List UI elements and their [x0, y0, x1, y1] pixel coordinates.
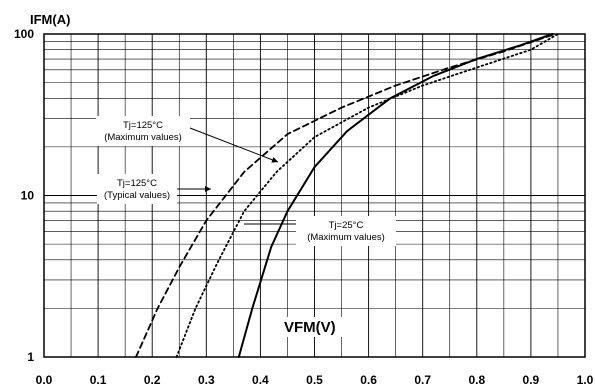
- annotation-line2: (Maximum values): [104, 132, 182, 143]
- series-line-dotted: [175, 33, 559, 358]
- annotation-line2: (Maximum values): [307, 232, 385, 243]
- x-tick-label: 0.9: [523, 373, 540, 387]
- y-axis-label: IFM(A): [30, 12, 70, 27]
- y-tick-label: 1: [27, 350, 34, 364]
- series-layer: [135, 33, 559, 358]
- x-axis-label-background: [280, 317, 346, 337]
- x-tick-label: 0.7: [414, 373, 431, 387]
- annotation-box: [296, 216, 396, 246]
- series-line-solid: [237, 33, 554, 358]
- annotation-line1: Tj=125°C: [117, 178, 157, 189]
- x-tick-label: 0.5: [306, 373, 323, 387]
- x-axis-label: VFM(V): [284, 319, 336, 336]
- x-tick-label: 0.8: [468, 373, 485, 387]
- annotation-line1: Tj=25°C: [329, 220, 364, 231]
- annotation-arrowhead: [205, 186, 211, 192]
- annotation-line2: (Typical values): [104, 190, 170, 201]
- x-tick-label: 0.6: [360, 373, 377, 387]
- x-tick-label: 1.0: [577, 373, 594, 387]
- x-tick-label: 0.3: [198, 373, 215, 387]
- annotation-box: [97, 174, 177, 204]
- x-tick-label: 0.0: [36, 373, 53, 387]
- y-tick-label: 100: [14, 27, 34, 41]
- annotation-line1: Tj=125°C: [123, 120, 163, 131]
- y-tick-label: 10: [21, 189, 35, 203]
- annotation-leader: [189, 127, 279, 163]
- tick-labels: 0.0 0.1 0.2 0.3 0.4 0.5 0.6 0.7 0.8 0.9 1.0 1 10 100: [14, 27, 594, 387]
- x-tick-label: 0.4: [252, 373, 269, 387]
- annotation-box: [96, 116, 190, 146]
- annotation-arrowhead: [271, 157, 278, 163]
- plot-area-frame: [43, 33, 586, 358]
- x-tick-label: 0.1: [90, 373, 107, 387]
- annotations-layer: Tj=125°C(Maximum values)Tj=125°C(Typical…: [96, 116, 396, 246]
- series-line-dashed: [135, 33, 557, 358]
- x-tick-label: 0.2: [144, 373, 161, 387]
